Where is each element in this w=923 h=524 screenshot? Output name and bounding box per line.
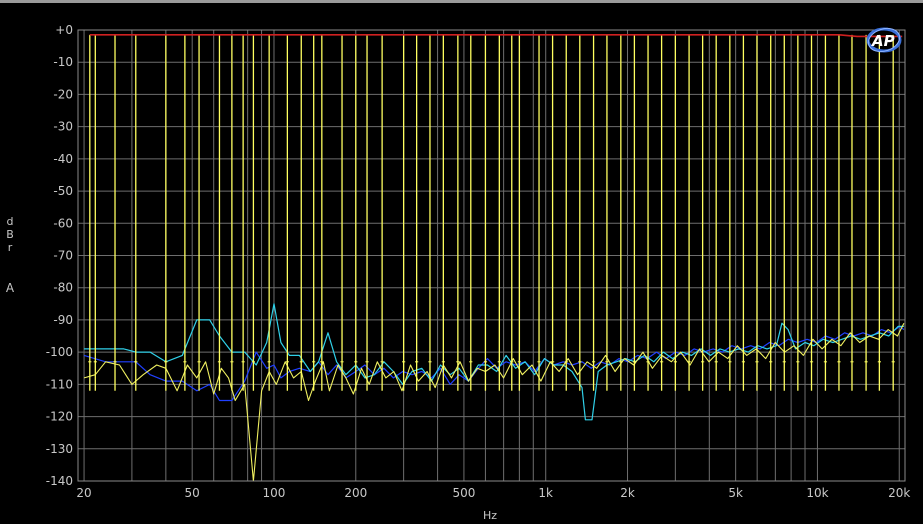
y-tick-label: -50 [53, 184, 73, 198]
y-tick-label: -40 [53, 152, 73, 166]
y-tick-label: -140 [46, 474, 73, 488]
plot-border [77, 29, 906, 482]
chart: +0 -10 -20 -30 -40 -50 -60 -70 -80 -90 -100 -110 -12… [6, 23, 911, 522]
y-tick-label: -80 [53, 281, 73, 295]
y-tick-label: -30 [53, 120, 73, 134]
channel-label: A [6, 281, 15, 295]
series-noise-yellow [83, 322, 905, 482]
y-tick-label: -120 [46, 410, 73, 424]
y-tick-label: +0 [55, 23, 73, 37]
y-tick-labels: +0 -10 -20 -30 -40 -50 -60 -70 -80 -90 -100 -110 -12… [46, 23, 73, 488]
x-tick-label: 50 [185, 486, 200, 500]
y-tick-label: -10 [53, 55, 73, 69]
series-reference [89, 33, 903, 38]
y-tick-label: -110 [46, 377, 73, 391]
x-tick-label: 5k [728, 486, 743, 500]
y-tick-label: -70 [53, 249, 73, 263]
svg-text:dBr: dBr [6, 215, 14, 254]
x-axis-label: Hz [483, 509, 497, 522]
y-tick-label: -20 [53, 87, 73, 101]
x-tick-label: 1k [538, 486, 553, 500]
x-tick-labels: 20 50 100 200 500 1k 2k 5k 10k 20k [76, 486, 910, 500]
x-tick-label: 100 [263, 486, 286, 500]
x-tick-label: 20k [888, 486, 910, 500]
series-noise-cyan [84, 303, 904, 421]
x-tick-label: 10k [806, 486, 828, 500]
x-tick-label: 20 [76, 486, 91, 500]
x-tick-label: 200 [344, 486, 367, 500]
svg-text:AP: AP [871, 32, 895, 50]
ap-logo: AP [866, 27, 902, 53]
x-tick-label: 500 [452, 486, 475, 500]
y-tick-label: -90 [53, 313, 73, 327]
series-tones [88, 34, 895, 391]
y-tick-label: -100 [46, 345, 73, 359]
y-tick-label: -130 [46, 442, 73, 456]
y-tick-label: -60 [53, 216, 73, 230]
x-tick-label: 2k [620, 486, 635, 500]
series-layer [83, 33, 905, 482]
